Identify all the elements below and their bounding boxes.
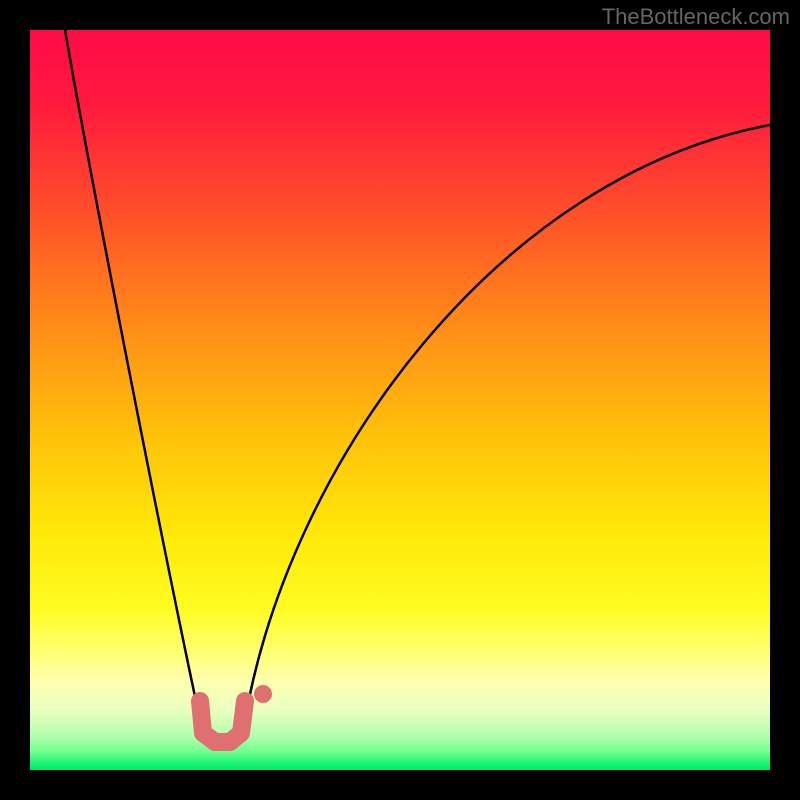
bottleneck-chart: TheBottleneck.com xyxy=(0,0,800,800)
chart-svg xyxy=(0,0,800,800)
watermark-text: TheBottleneck.com xyxy=(602,4,790,30)
